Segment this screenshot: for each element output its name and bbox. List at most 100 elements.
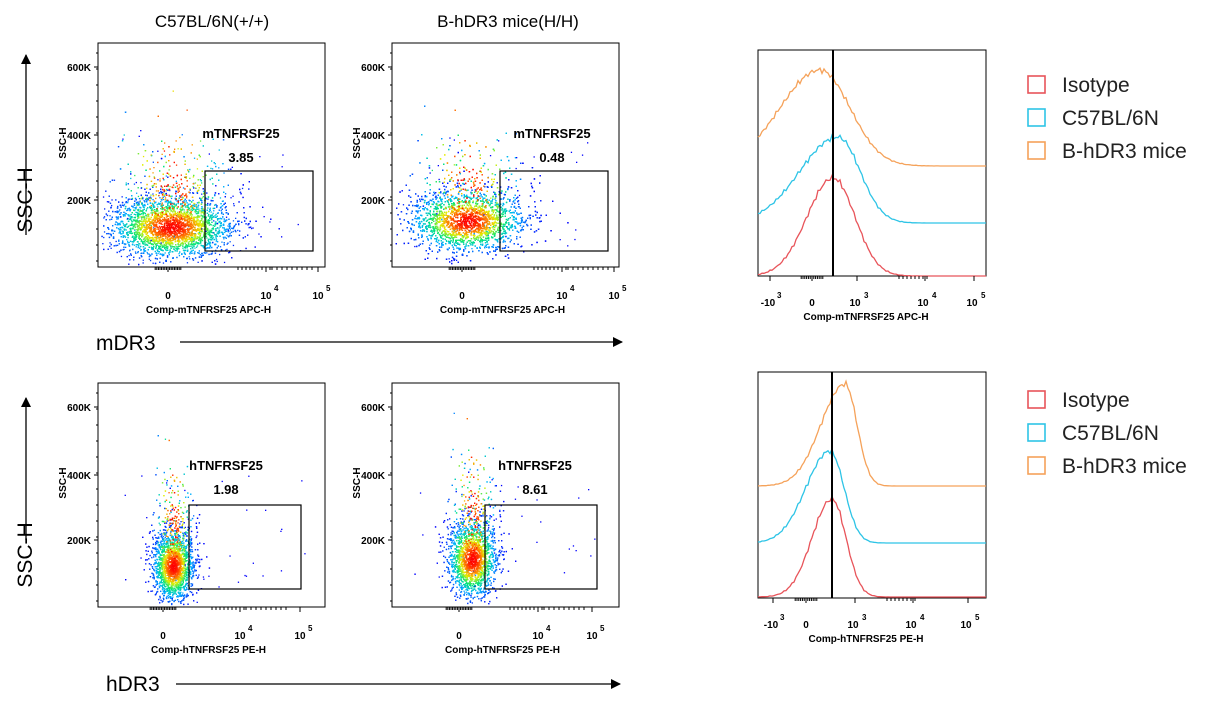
scatter-point <box>141 202 143 204</box>
scatter-point <box>224 231 226 234</box>
scatter-point <box>218 221 220 223</box>
scatter-point <box>194 257 197 259</box>
scatter-point <box>131 195 133 197</box>
scatter-point <box>112 225 114 227</box>
scatter-point <box>243 207 245 209</box>
scatter-point <box>237 220 239 223</box>
scatter-point <box>146 227 148 229</box>
scatter-point <box>156 254 158 256</box>
scatter-point <box>153 219 155 222</box>
scatter-point <box>133 203 135 205</box>
scatter-point <box>201 239 204 242</box>
scatter-point <box>167 207 169 209</box>
scatter-point <box>196 217 198 219</box>
scatter-point <box>141 216 143 218</box>
scatter-point <box>173 150 175 153</box>
scatter-point <box>148 239 150 241</box>
scatter-point <box>174 212 176 214</box>
scatter-point <box>196 190 199 192</box>
scatter-point <box>205 235 207 238</box>
scatter-point <box>143 241 145 243</box>
scatter-point <box>133 259 135 261</box>
scatter-point <box>156 210 158 212</box>
scatter-point <box>145 231 148 233</box>
scatter-point <box>198 239 200 241</box>
scatter-point <box>141 255 143 258</box>
scatter-point <box>212 224 214 227</box>
scatter-point <box>193 227 196 229</box>
scatter-point <box>169 213 171 216</box>
scatter-point <box>210 199 212 202</box>
scatter-point <box>206 231 209 233</box>
scatter-point <box>134 251 137 253</box>
scatter-point <box>160 188 162 190</box>
scatter-point <box>129 230 131 233</box>
scatter-point <box>126 209 128 212</box>
scatter-point <box>207 239 209 241</box>
scatter-point <box>153 229 155 231</box>
scatter-point <box>144 226 146 228</box>
scatter-point <box>228 252 230 254</box>
scatter-point <box>137 244 139 246</box>
scatter-point <box>196 212 198 215</box>
scatter-point <box>155 209 157 211</box>
scatter-point <box>134 197 137 200</box>
scatter-point <box>190 235 192 237</box>
scatter-point <box>199 243 201 245</box>
scatter-point <box>137 221 139 223</box>
scatter-point <box>189 219 191 221</box>
scatter-point <box>160 208 162 210</box>
scatter-point <box>133 240 135 242</box>
scatter-point <box>156 218 158 220</box>
scatter-point <box>192 243 194 245</box>
scatter-point <box>188 240 190 243</box>
scatter-point <box>115 216 118 218</box>
scatter-point <box>186 214 188 216</box>
scatter-point <box>156 249 158 251</box>
scatter-point <box>219 220 221 222</box>
scatter-point <box>213 239 215 241</box>
scatter-point <box>222 200 224 202</box>
scatter-point <box>170 236 172 239</box>
scatter-point <box>136 215 139 218</box>
scatter-point <box>169 212 171 214</box>
scatter-point <box>171 202 173 204</box>
scatter-point <box>142 213 144 215</box>
scatter-point <box>191 201 193 203</box>
scatter-point <box>153 176 155 178</box>
scatter-point <box>145 236 147 238</box>
scatter-point <box>140 228 142 231</box>
scatter-point <box>141 225 143 227</box>
scatter-point <box>218 221 220 224</box>
scatter-point <box>165 209 167 211</box>
scatter-point <box>199 140 202 142</box>
scatter-point <box>153 200 155 202</box>
scatter-point <box>223 186 225 188</box>
scatter-point <box>160 192 163 194</box>
scatter-point <box>173 236 175 238</box>
scatter-point <box>139 227 141 229</box>
scatter-point <box>179 216 181 219</box>
scatter-point <box>111 230 113 232</box>
scatter-point <box>189 251 192 253</box>
scatter-point <box>178 184 180 186</box>
scatter-point <box>270 218 272 220</box>
scatter-point <box>146 243 148 245</box>
scatter-point <box>146 244 149 246</box>
scatter-point <box>194 182 197 184</box>
scatter-point <box>121 220 124 223</box>
scatter-point <box>143 224 145 227</box>
scatter-point <box>175 204 177 207</box>
scatter-point <box>220 203 222 205</box>
scatter-point <box>146 160 148 162</box>
scatter-point <box>157 215 159 217</box>
scatter-point <box>182 245 184 247</box>
scatter-point <box>159 218 161 220</box>
scatter-point <box>210 230 212 233</box>
scatter-point <box>223 261 226 264</box>
scatter-point <box>135 206 138 208</box>
scatter-point <box>153 183 156 185</box>
scatter-point <box>176 236 179 238</box>
scatter-point <box>148 220 150 222</box>
scatter-point <box>168 253 170 256</box>
